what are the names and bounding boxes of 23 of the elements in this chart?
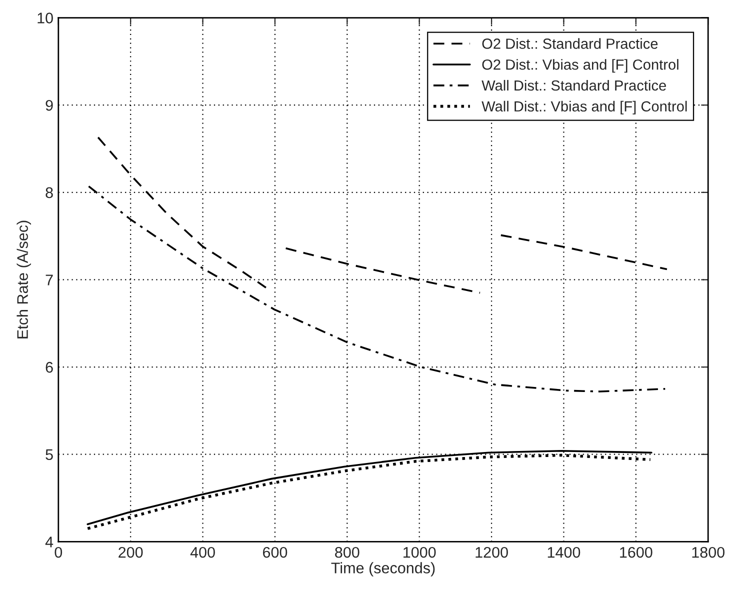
legend-label: O2 Dist.: Vbias and [F] Control (482, 59, 678, 73)
x-tick-label: 1000 (404, 546, 436, 558)
y-tick-label: 9 (46, 100, 53, 111)
x-tick-label: 800 (335, 546, 360, 558)
x-tick-label: 200 (118, 546, 143, 558)
x-tick-label: 1600 (620, 546, 652, 558)
x-tick-label: 0 (54, 546, 62, 558)
x-tick-label: 1200 (476, 546, 508, 558)
x-tick-label: 1800 (692, 546, 724, 558)
y-tick-label: 6 (46, 362, 53, 373)
y-tick-label: 5 (46, 449, 53, 460)
x-tick-label: 600 (263, 546, 288, 558)
legend-label: Wall Dist.: Vbias and [F] Control (482, 100, 687, 114)
x-tick-label: 1400 (548, 546, 580, 558)
x-tick-label: 400 (190, 546, 215, 558)
legend-label: Wall Dist.: Standard Practice (482, 80, 666, 91)
y-tick-label: 10 (38, 12, 53, 24)
y-tick-label: 4 (45, 536, 54, 548)
y-tick-label: 8 (46, 187, 53, 198)
x-axis-title: Time (seconds) (331, 562, 435, 576)
legend-label: O2 Dist.: Standard Practice (482, 38, 658, 49)
y-tick-label: 7 (46, 274, 53, 286)
y-axis-title: Etch Rate (A/sec) (16, 220, 31, 338)
